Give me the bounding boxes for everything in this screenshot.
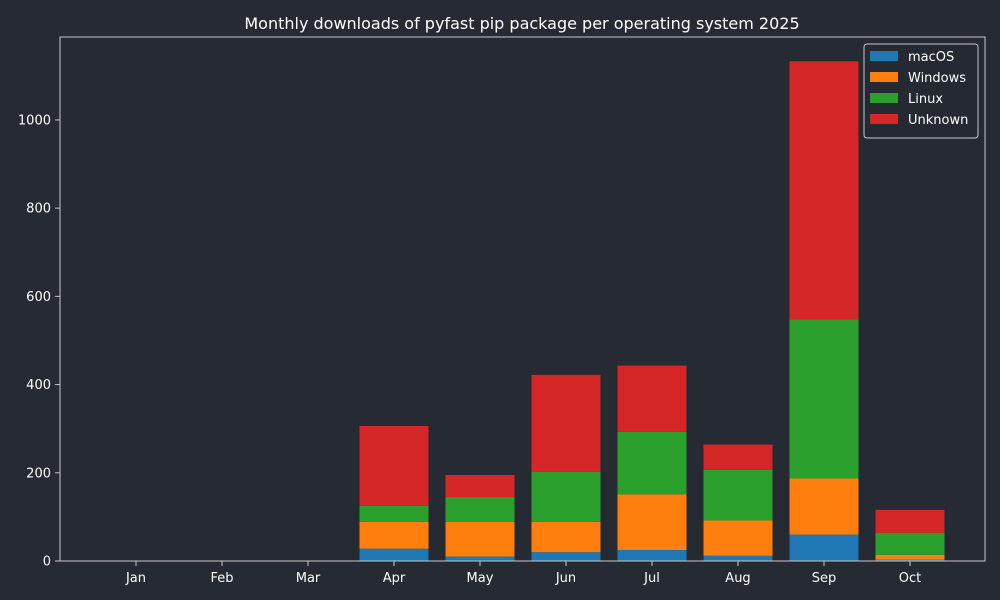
bar-unknown-jun: [531, 374, 601, 472]
x-tick-label: Aug: [725, 571, 750, 586]
x-tick-label: Oct: [899, 571, 921, 586]
bar-unknown-oct: [875, 509, 945, 533]
bar-unknown-aug: [703, 444, 773, 470]
bar-unknown-sep: [789, 61, 859, 320]
y-tick-label: 600: [26, 290, 51, 305]
bar-windows-may: [445, 521, 515, 557]
x-tick-label: Sep: [812, 571, 837, 586]
bar-macos-may: [445, 556, 515, 561]
bar-linux-apr: [359, 505, 429, 522]
bar-unknown-jul: [617, 365, 687, 432]
x-tick-label: Apr: [383, 571, 406, 586]
legend: macOS Windows Linux Unknown: [863, 43, 979, 139]
legend-swatch-unknown: [870, 114, 898, 124]
axes-frame: [59, 36, 986, 562]
chart-title: Monthly downloads of pyfast pip package …: [244, 14, 799, 33]
bar-unknown-apr: [359, 426, 429, 506]
bar-windows-apr: [359, 521, 429, 549]
bar-windows-jul: [617, 494, 687, 550]
y-tick-label: 200: [26, 466, 51, 481]
x-tick-label: Jul: [643, 571, 660, 586]
y-tick-label: 400: [26, 378, 51, 393]
x-tick-label: Jan: [125, 571, 146, 586]
bar-linux-aug: [703, 469, 773, 521]
bars-group: [359, 61, 945, 561]
y-tick-label: 800: [26, 202, 51, 217]
bar-linux-jun: [531, 471, 601, 522]
bar-macos-apr: [359, 548, 429, 561]
bar-windows-sep: [789, 478, 859, 535]
x-axis: Jan Feb Mar Apr May Jun Jul Aug Sep Oct: [125, 561, 921, 586]
bar-linux-jul: [617, 431, 687, 495]
bar-windows-jun: [531, 521, 601, 553]
legend-swatch-windows: [870, 72, 898, 82]
bar-macos-jul: [617, 549, 687, 561]
x-tick-label: Mar: [296, 571, 321, 586]
bar-macos-jun: [531, 552, 601, 561]
legend-label-windows: Windows: [908, 71, 966, 86]
legend-label-unknown: Unknown: [908, 113, 968, 128]
y-tick-label: 0: [43, 555, 51, 570]
bar-macos-sep: [789, 534, 859, 561]
bar-linux-oct: [875, 532, 945, 555]
bar-linux-sep: [789, 319, 859, 479]
legend-label-linux: Linux: [908, 92, 943, 107]
bar-unknown-may: [445, 474, 515, 498]
x-tick-label: Feb: [210, 571, 233, 586]
bar-windows-oct: [875, 554, 945, 560]
legend-swatch-linux: [870, 93, 898, 103]
x-tick-label: May: [467, 571, 494, 586]
y-tick-label: 1000: [18, 113, 51, 128]
bar-macos-aug: [703, 555, 773, 561]
x-tick-label: Jun: [555, 571, 576, 586]
legend-label-macos: macOS: [908, 50, 954, 65]
legend-swatch-macos: [870, 51, 898, 61]
bar-windows-aug: [703, 520, 773, 556]
bar-macos-oct: [875, 559, 945, 561]
bar-linux-may: [445, 497, 515, 522]
y-axis: 0 200 400 600 800 1000: [18, 113, 60, 570]
